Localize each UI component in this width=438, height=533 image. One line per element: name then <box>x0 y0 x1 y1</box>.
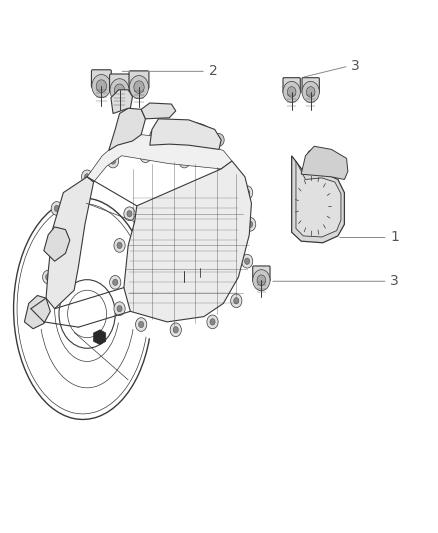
Circle shape <box>331 203 343 219</box>
Circle shape <box>170 323 181 337</box>
Circle shape <box>50 240 55 246</box>
Circle shape <box>311 230 316 237</box>
Circle shape <box>138 321 144 328</box>
Circle shape <box>110 79 129 102</box>
Circle shape <box>305 196 321 215</box>
Polygon shape <box>46 177 94 309</box>
Circle shape <box>180 260 187 267</box>
Circle shape <box>328 155 337 167</box>
Circle shape <box>96 80 106 92</box>
Circle shape <box>247 221 253 228</box>
Circle shape <box>207 315 218 329</box>
Circle shape <box>179 154 190 168</box>
Circle shape <box>231 294 242 308</box>
Circle shape <box>221 168 226 175</box>
Circle shape <box>85 174 90 180</box>
Circle shape <box>218 165 229 179</box>
Circle shape <box>287 87 296 97</box>
Circle shape <box>110 158 116 164</box>
FancyBboxPatch shape <box>92 70 111 88</box>
Circle shape <box>143 152 148 159</box>
Circle shape <box>173 327 178 333</box>
Text: 3: 3 <box>390 274 399 288</box>
Circle shape <box>117 242 122 248</box>
Circle shape <box>92 75 111 98</box>
Circle shape <box>135 318 147 332</box>
Circle shape <box>124 207 135 221</box>
Circle shape <box>110 276 121 289</box>
Circle shape <box>32 303 45 320</box>
Circle shape <box>234 297 239 304</box>
FancyBboxPatch shape <box>283 78 300 93</box>
Circle shape <box>241 186 253 199</box>
Circle shape <box>214 134 224 146</box>
Circle shape <box>244 190 250 196</box>
Polygon shape <box>87 135 232 182</box>
FancyBboxPatch shape <box>175 259 192 272</box>
Text: 3: 3 <box>351 59 360 72</box>
Circle shape <box>302 82 319 102</box>
Circle shape <box>241 254 253 268</box>
FancyBboxPatch shape <box>129 71 149 89</box>
Circle shape <box>114 239 125 252</box>
Circle shape <box>310 153 314 158</box>
Circle shape <box>46 274 51 280</box>
Circle shape <box>113 279 118 286</box>
Polygon shape <box>150 119 221 149</box>
Circle shape <box>334 206 340 215</box>
Circle shape <box>210 319 215 325</box>
Circle shape <box>283 82 300 102</box>
Circle shape <box>298 188 328 224</box>
Circle shape <box>130 76 148 99</box>
Circle shape <box>81 170 93 184</box>
Circle shape <box>257 275 266 286</box>
Circle shape <box>140 149 151 163</box>
Circle shape <box>182 158 187 164</box>
Circle shape <box>253 270 270 291</box>
Circle shape <box>42 270 54 284</box>
Circle shape <box>293 181 334 231</box>
FancyBboxPatch shape <box>302 78 319 93</box>
Circle shape <box>51 201 63 215</box>
Circle shape <box>306 87 315 97</box>
Circle shape <box>330 158 335 164</box>
Circle shape <box>107 154 119 168</box>
Circle shape <box>117 305 122 312</box>
Polygon shape <box>296 161 341 237</box>
Circle shape <box>114 302 125 316</box>
Circle shape <box>134 81 144 93</box>
Circle shape <box>307 227 319 240</box>
Polygon shape <box>25 295 50 329</box>
Circle shape <box>338 161 347 173</box>
Text: 1: 1 <box>390 230 399 245</box>
Circle shape <box>127 211 132 217</box>
Polygon shape <box>292 156 344 243</box>
FancyBboxPatch shape <box>192 257 207 269</box>
Circle shape <box>244 217 256 231</box>
Polygon shape <box>44 227 70 261</box>
Circle shape <box>340 165 344 170</box>
Circle shape <box>307 150 317 161</box>
Text: 2: 2 <box>209 64 218 78</box>
FancyBboxPatch shape <box>253 266 270 281</box>
Polygon shape <box>124 161 251 322</box>
Circle shape <box>54 205 60 212</box>
FancyBboxPatch shape <box>110 74 130 92</box>
Polygon shape <box>94 330 106 344</box>
Polygon shape <box>111 90 133 114</box>
Polygon shape <box>109 108 145 150</box>
Polygon shape <box>141 103 176 119</box>
Circle shape <box>47 236 58 249</box>
Ellipse shape <box>163 122 210 142</box>
Polygon shape <box>301 146 348 180</box>
Circle shape <box>244 258 250 264</box>
Circle shape <box>114 84 125 96</box>
Circle shape <box>150 130 160 142</box>
